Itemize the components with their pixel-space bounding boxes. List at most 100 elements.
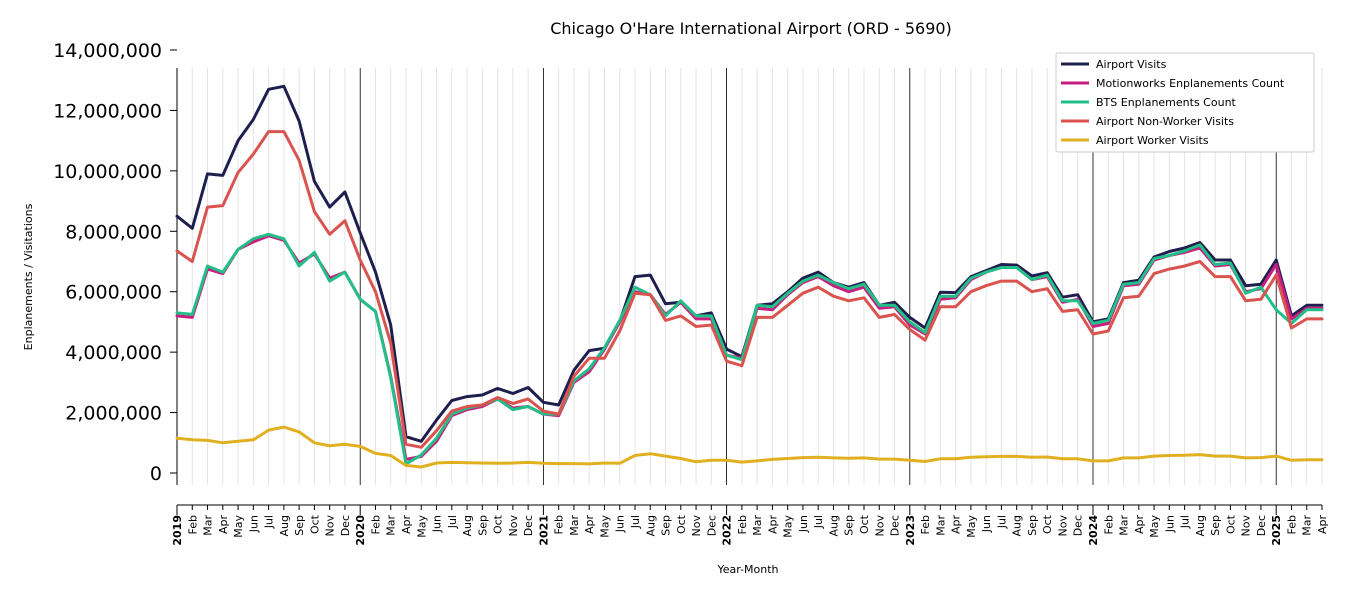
x-tick-month-label: Feb: [553, 515, 566, 534]
axes: [176, 68, 1322, 506]
x-tick-month-label: Mar: [385, 515, 398, 536]
x-tick-month-label: Mar: [568, 515, 581, 536]
x-tick-month-label: Dec: [339, 515, 352, 536]
x-tick-month-label: Nov: [873, 515, 886, 537]
x-tick-month-label: Mar: [934, 515, 947, 536]
x-tick-month-label: Jun: [614, 515, 627, 533]
x-tick-month-label: Jun: [980, 515, 993, 533]
x-tick-month-label: Apr: [950, 515, 963, 535]
x-tick-month-label: Jun: [1163, 515, 1176, 533]
x-tick-month-label: Nov: [1056, 515, 1069, 537]
x-tick-month-label: Sep: [293, 515, 306, 536]
y-ticks: 0 2,000,000 4,000,000 6,000,000 8,000,000 10,…: [53, 40, 177, 485]
x-tick-month-label: Jul: [263, 515, 276, 529]
x-tick-month-label: Nov: [324, 515, 337, 537]
x-tick-month-label: Aug: [461, 515, 474, 536]
x-tick-month-label: Oct: [308, 514, 321, 534]
y-tick-label: 10,000,000: [53, 161, 162, 183]
x-tick-month-label: Sep: [476, 515, 489, 536]
x-tick-month-label: Nov: [507, 515, 520, 537]
x-tick-month-label: Mar: [202, 515, 215, 536]
series-line-airport-worker-visits: [175, 425, 1324, 469]
x-tick-month-label: May: [415, 515, 428, 538]
x-tick-year-label: 2024: [1087, 515, 1100, 546]
x-tick-month-label: Dec: [522, 515, 535, 536]
y-axis-label: Enplanements / Visitations: [22, 203, 35, 350]
legend-label: BTS Enplanements Count: [1096, 96, 1237, 109]
x-tick-month-label: Apr: [1316, 515, 1329, 535]
y-tick-label: 12,000,000: [53, 100, 162, 122]
x-tick-month-label: Oct: [675, 514, 688, 534]
x-tick-month-label: Aug: [278, 515, 291, 536]
y-tick-label: 8,000,000: [65, 221, 162, 243]
x-tick-month-label: Feb: [1102, 515, 1115, 534]
x-tick-month-label: Dec: [705, 515, 718, 536]
x-tick-month-label: Feb: [369, 515, 382, 534]
x-tick-month-label: Sep: [1026, 515, 1039, 536]
series-lines: [175, 84, 1324, 469]
x-tick-month-label: Mar: [1118, 515, 1131, 536]
x-tick-month-label: May: [1148, 515, 1161, 538]
x-tick-month-label: Mar: [1301, 515, 1314, 536]
x-tick-year-label: 2019: [171, 515, 184, 546]
legend: Airport Visits Motionworks Enplanements C…: [1055, 52, 1315, 153]
x-tick-month-label: Aug: [644, 515, 657, 536]
x-tick-month-label: Apr: [766, 515, 779, 535]
x-tick-month-label: Apr: [583, 515, 596, 535]
x-ticks: 2019 Feb Mar Apr May Jun Jul Aug Sep Oct Nov Dec 202…: [171, 505, 1329, 546]
x-tick-month-label: Dec: [1255, 515, 1268, 536]
x-tick-month-label: Feb: [1285, 515, 1298, 534]
y-tick-label: 4,000,000: [65, 342, 162, 364]
x-tick-month-label: Oct: [1041, 514, 1054, 534]
x-tick-month-label: May: [598, 515, 611, 538]
y-tick-label: 2,000,000: [65, 403, 162, 425]
x-tick-month-label: Sep: [1209, 515, 1222, 536]
x-tick-month-label: Dec: [1072, 515, 1085, 536]
legend-label: Motionworks Enplanements Count: [1096, 77, 1285, 90]
x-tick-month-label: Jun: [797, 515, 810, 533]
x-tick-month-label: Jul: [629, 515, 642, 529]
x-tick-month-label: Oct: [858, 514, 871, 534]
x-tick-year-label: 2022: [721, 515, 734, 546]
x-tick-month-label: May: [782, 515, 795, 538]
x-tick-month-label: Apr: [1133, 515, 1146, 535]
x-tick-month-label: Oct: [1224, 514, 1237, 534]
x-tick-month-label: Sep: [843, 515, 856, 536]
x-tick-month-label: Jun: [247, 515, 260, 533]
x-tick-month-label: Jul: [995, 515, 1008, 529]
x-tick-month-label: Nov: [1240, 515, 1253, 537]
x-tick-month-label: Feb: [736, 515, 749, 534]
x-tick-year-label: 2023: [904, 515, 917, 546]
y-tick-label: 6,000,000: [65, 282, 162, 304]
x-tick-year-label: 2025: [1270, 515, 1283, 546]
x-tick-month-label: Aug: [1194, 515, 1207, 536]
x-tick-month-label: May: [232, 515, 245, 538]
y-tick-label: 14,000,000: [53, 40, 162, 62]
x-tick-month-label: Sep: [660, 515, 673, 536]
x-tick-month-label: Jul: [1179, 515, 1192, 529]
y-tick-label: 0: [150, 463, 162, 485]
x-tick-month-label: Apr: [400, 515, 413, 535]
legend-label: Airport Non-Worker Visits: [1096, 115, 1234, 128]
x-tick-month-label: Jul: [812, 515, 825, 529]
series-line-bts-enplanements-count: [175, 232, 1324, 466]
x-tick-month-label: Oct: [492, 514, 505, 534]
x-tick-month-label: Feb: [186, 515, 199, 534]
series-line-motionworks-enplanements-count: [175, 234, 1324, 461]
legend-box: [1055, 52, 1315, 153]
chart-title: Chicago O'Hare International Airport (OR…: [550, 19, 952, 38]
legend-label: Airport Worker Visits: [1096, 134, 1209, 147]
x-tick-month-label: Jul: [446, 515, 459, 529]
x-tick-month-label: Aug: [827, 515, 840, 536]
x-tick-month-label: Nov: [690, 515, 703, 537]
x-tick-month-label: Aug: [1011, 515, 1024, 536]
x-tick-month-label: May: [965, 515, 978, 538]
x-tick-month-label: Mar: [751, 515, 764, 536]
x-tick-month-label: Feb: [919, 515, 932, 534]
legend-label: Airport Visits: [1096, 58, 1167, 71]
x-tick-month-label: Dec: [889, 515, 902, 536]
series-line-airport-non-worker-visits: [175, 130, 1324, 449]
x-axis-label: Year-Month: [716, 563, 778, 576]
